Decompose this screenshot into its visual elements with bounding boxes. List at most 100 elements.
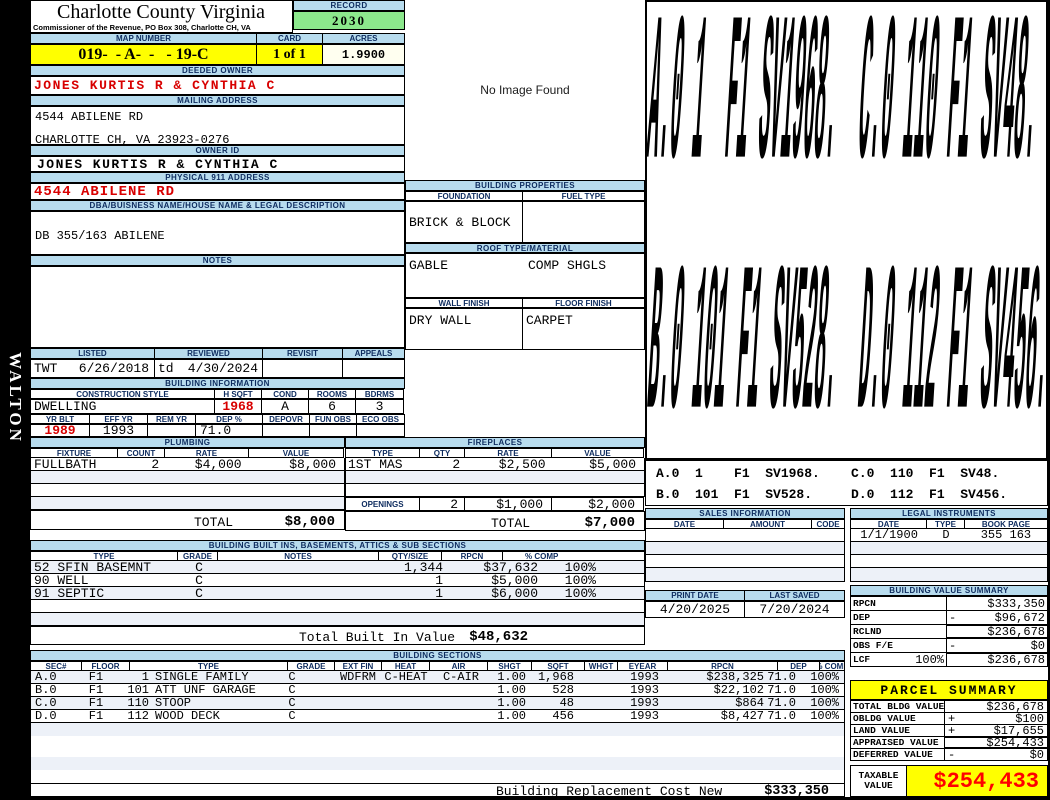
sales-date-label: DATE: [645, 519, 724, 529]
row-rpcn: $22,102: [713, 683, 764, 697]
row-eyear: 1993: [630, 709, 659, 723]
taxable-row: TAXABLE VALUE $254,433: [850, 765, 1048, 797]
openings-label: OPENINGS: [345, 497, 420, 511]
plumbing-value-label: VALUE: [248, 448, 344, 458]
legal-bookpage-label: BOOK PAGE: [964, 519, 1048, 529]
row-sec: A.0: [35, 670, 57, 684]
fireplaces-openings-row: OPENINGS 2 $1,000 $2,000: [345, 497, 645, 511]
parcel-row: DEFERRED VALUE - $0: [850, 748, 1048, 761]
sales-table: [645, 529, 845, 582]
fireplace-value: $5,000: [589, 456, 636, 472]
table-row: 1ST MAS 2 $2,500 $5,000: [346, 456, 644, 472]
plumbing-value: $8,000: [289, 456, 336, 472]
table-row: [31, 600, 644, 613]
hsqft-label: H SQFT: [214, 389, 262, 399]
plumbing-total-value: $8,000: [284, 514, 335, 530]
summary-pct: 100%: [915, 652, 944, 667]
map-number-label: MAP NUMBER: [30, 33, 257, 44]
openings-qty: 2: [419, 497, 465, 511]
summary-label: RPCN: [850, 596, 947, 611]
parcel-op: +: [948, 724, 956, 737]
roof-material-value: COMP SHGLS: [528, 258, 607, 273]
replacement-cost-label: Building Replacement Cost New: [496, 784, 723, 799]
row-comp: 100%: [810, 670, 839, 684]
card-label: CARD: [256, 33, 323, 44]
row-type: ATT UNF GARAGE: [155, 683, 256, 697]
fireplaces-value-label: VALUE: [551, 448, 644, 458]
fireplace-type: 1ST MAS: [348, 456, 403, 472]
construction-style-label: CONSTRUCTION STYLE: [30, 389, 215, 399]
photo-placeholder: No Image Found: [480, 83, 570, 97]
row-rpcn: $864: [735, 696, 764, 710]
fireplaces-total-row: TOTAL $7,000: [345, 511, 645, 531]
plumbing-total-row: TOTAL $8,000: [30, 510, 345, 530]
table-row: FULLBATH 2 $4,000 $8,000: [31, 456, 344, 472]
built-in-rpcn: $37,632: [483, 559, 538, 575]
parcel-label: DEFERRED VALUE: [850, 748, 945, 761]
built-in-qty: 1,344: [403, 559, 443, 575]
effyr-value: 1993: [89, 424, 148, 437]
foundation-value: BRICK & BLOCK: [405, 201, 523, 243]
cond-value: A: [261, 399, 309, 414]
plumbing-total-label: TOTAL: [194, 515, 234, 530]
row-shgt: 1.00: [497, 683, 526, 697]
table-row: B.0 F1 101 ATT UNF GARAGE C 1.00 528 199…: [31, 683, 844, 697]
mailing-line1: 4544 ABILENE RD: [35, 110, 144, 124]
row-rpcn: $238,325: [706, 670, 764, 684]
row-grade: C: [288, 709, 296, 723]
summary-value: $0: [1030, 638, 1045, 653]
card-value: 1 of 1: [256, 44, 323, 65]
record-label: RECORD: [293, 0, 405, 11]
built-in-grade: C: [195, 572, 203, 588]
dep-value: 71.0: [195, 424, 263, 437]
listed-by: TWT: [34, 361, 58, 376]
table-row: 90 WELL C 1 $5,000 100%: [31, 572, 644, 588]
acres-value: 1.9900: [322, 44, 405, 65]
roof-type-value: GABLE: [409, 258, 449, 273]
built-in-grade: C: [195, 585, 203, 601]
summary-row: LCF 100% $236,678: [850, 652, 1048, 667]
summary-label: LCF: [853, 654, 871, 665]
listed-date: 6/26/2018: [78, 361, 149, 376]
built-ins-comp-label: % COMP: [502, 551, 645, 561]
table-row: 52 SFIN BASEMNT C 1,344 $37,632 100%: [31, 559, 644, 575]
built-in-comp: 100%: [564, 559, 596, 575]
map-number-value: 019- - A- - - 19-C: [30, 44, 257, 65]
row-sec: D.0: [35, 709, 57, 723]
row-floor: F1: [88, 696, 104, 710]
building-info-values2: 1989 1993 71.0: [30, 424, 405, 437]
ecoobs-value: [356, 424, 405, 437]
deeded-owner-label: DEEDED OWNER: [30, 65, 405, 76]
parcel-value: $0: [1029, 748, 1044, 761]
row-extfin: WDFRM: [339, 670, 376, 684]
finish-header-row: WALL FINISH FLOOR FINISH: [405, 298, 645, 308]
building-sections-header-row: SEC# FLOOR TYPE GRADE EXT FIN HEAT AIR S…: [30, 661, 845, 671]
legal-title: LEGAL INSTRUMENTS: [850, 508, 1048, 519]
roof-value-box: GABLE COMP SHGLS: [405, 253, 645, 298]
depovr-value: [262, 424, 310, 437]
row-dep: 71.0: [767, 683, 796, 697]
comp-label: % COMP: [819, 661, 845, 671]
table-row: [31, 471, 344, 484]
row-sqft: 456: [552, 709, 574, 723]
print-date-label: PRINT DATE: [645, 590, 745, 601]
table-row: [31, 497, 344, 510]
map-value-row: 019- - A- - - 19-C 1 of 1 1.9900: [30, 44, 405, 65]
sketch-section-line1: A.0 1 F1 SV1968. C.0 110 F1 SV48.: [645, 0, 1045, 228]
listed-label: LISTED: [30, 348, 155, 359]
table-row: A.0 F1 1 SINGLE FAMILY C WDFRM C-HEAT C-…: [31, 670, 844, 684]
foundation-label: FOUNDATION: [405, 191, 523, 201]
dba-box: DB 355/163 ABILENE: [30, 211, 405, 255]
built-in-qty: 1: [435, 572, 443, 588]
built-in-comp: 100%: [564, 585, 596, 601]
parcel-label: APPRAISED VALUE: [850, 736, 945, 749]
remyr-value: [147, 424, 196, 437]
building-sections-title: BUILDING SECTIONS: [30, 650, 845, 661]
summary-value: $96,672: [994, 610, 1045, 625]
table-row: [346, 471, 644, 484]
notes-box: [30, 266, 405, 348]
summary-value: $333,350: [987, 596, 1045, 611]
plumbing-header-row: FIXTURE COUNT RATE VALUE: [30, 448, 345, 458]
bdrms-value: 3: [355, 399, 404, 414]
row-sec: B.0: [35, 683, 57, 697]
